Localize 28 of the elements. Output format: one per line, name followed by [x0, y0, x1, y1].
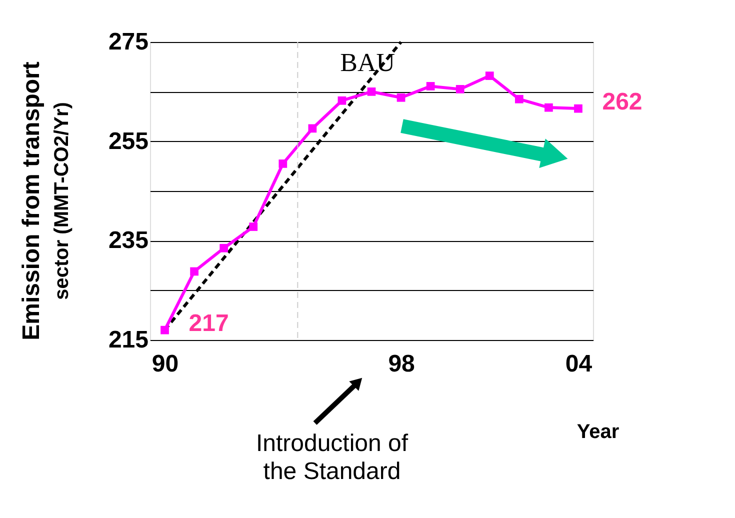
- y-tick-label: 215: [108, 326, 148, 354]
- data-label: 217: [188, 310, 229, 338]
- point: [396, 93, 406, 102]
- x-tick-label: 90: [152, 350, 179, 378]
- point: [544, 103, 553, 112]
- y-tick-label: 235: [108, 227, 148, 254]
- point: [220, 244, 228, 252]
- point: [278, 160, 288, 168]
- y-tick-label: 275: [108, 28, 148, 56]
- x-tick-label: 98: [388, 350, 415, 378]
- point: [514, 94, 524, 104]
- text: Introduction of the Standard: [256, 430, 408, 485]
- x-axis-title: Year: [576, 421, 620, 443]
- point: [367, 87, 376, 96]
- point: [190, 267, 198, 276]
- y-tick-label: 255: [108, 128, 148, 155]
- point: [574, 104, 582, 113]
- series-label: BAU: [340, 48, 396, 77]
- y-axis-title: Emission from transport sector (MMT-CO2/Yr): [18, 62, 73, 340]
- point: [426, 82, 435, 90]
- point: [308, 124, 317, 133]
- point: [249, 222, 258, 231]
- point: [456, 85, 464, 94]
- x-tick-label: 04: [565, 350, 593, 378]
- data-label: 262: [602, 88, 642, 116]
- point: [338, 96, 346, 105]
- point: [485, 72, 494, 80]
- point: [160, 326, 169, 334]
